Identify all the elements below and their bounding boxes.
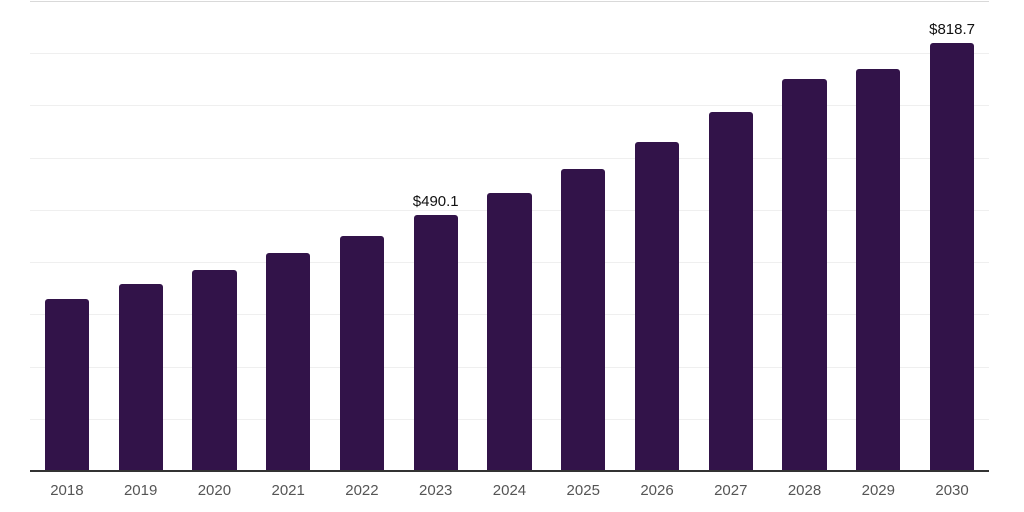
x-tick-label-2029: 2029 <box>861 482 895 499</box>
bar-slot-2030: $818.7 <box>915 1 989 471</box>
x-tick-label-2030: 2030 <box>935 482 969 499</box>
bar-2028 <box>782 79 827 471</box>
x-tick-label-2024: 2024 <box>492 482 527 499</box>
x-tick-label-2019: 2019 <box>123 482 158 499</box>
bar-slot-2020 <box>178 1 252 471</box>
plot-area: $490.1 $818.7 <box>30 1 989 472</box>
bar-2030 <box>929 43 975 471</box>
bar-slot-2021 <box>251 1 325 471</box>
bar-2023 <box>413 215 458 471</box>
x-tick-label-2028: 2028 <box>787 482 822 499</box>
bar-slot-2018 <box>30 1 104 471</box>
bar-2021 <box>266 253 311 471</box>
gridline <box>30 105 989 107</box>
gridline <box>30 157 989 159</box>
bar-slot-2024 <box>473 1 547 471</box>
x-tick-label-2021: 2021 <box>271 482 305 499</box>
bar-slot-2029 <box>841 1 915 471</box>
gridline <box>30 53 989 55</box>
bar-2020 <box>192 269 237 471</box>
bars-container: $490.1 $818.7 <box>30 1 989 471</box>
bar-2027 <box>708 112 753 471</box>
x-tick-label-2018: 2018 <box>50 482 84 499</box>
bar-2026 <box>634 142 680 471</box>
bar-slot-2027 <box>694 1 768 471</box>
bar-2019 <box>118 284 163 471</box>
bar-2029 <box>856 68 901 471</box>
x-tick-label-2025: 2025 <box>566 482 600 499</box>
bar-slot-2019 <box>104 1 178 471</box>
bar-slot-2025 <box>546 1 620 471</box>
x-tick-label-2027: 2027 <box>714 482 748 499</box>
x-tick-label-2022: 2022 <box>345 482 379 499</box>
bar-value-label-2030: $818.7 <box>929 21 976 39</box>
x-tick-label-2020: 2020 <box>197 482 232 499</box>
bar-2018 <box>44 298 89 471</box>
x-tick-label-2023: 2023 <box>419 482 453 499</box>
x-tick-label-2026: 2026 <box>640 482 674 499</box>
bar-slot-2022 <box>325 1 399 471</box>
bar-2024 <box>487 193 532 471</box>
bar-2025 <box>561 168 606 471</box>
bar-value-label-2023: $490.1 <box>412 193 459 211</box>
bar-slot-2026 <box>620 1 694 471</box>
bar-2022 <box>339 236 385 471</box>
gridline <box>30 1 989 2</box>
x-axis-labels: 2018 2019 2020 2021 2022 2023 2024 2025 2026 2027… <box>30 481 989 501</box>
bar-slot-2023: $490.1 <box>399 1 473 471</box>
bar-slot-2028 <box>768 1 842 471</box>
x-axis-line <box>30 470 989 472</box>
